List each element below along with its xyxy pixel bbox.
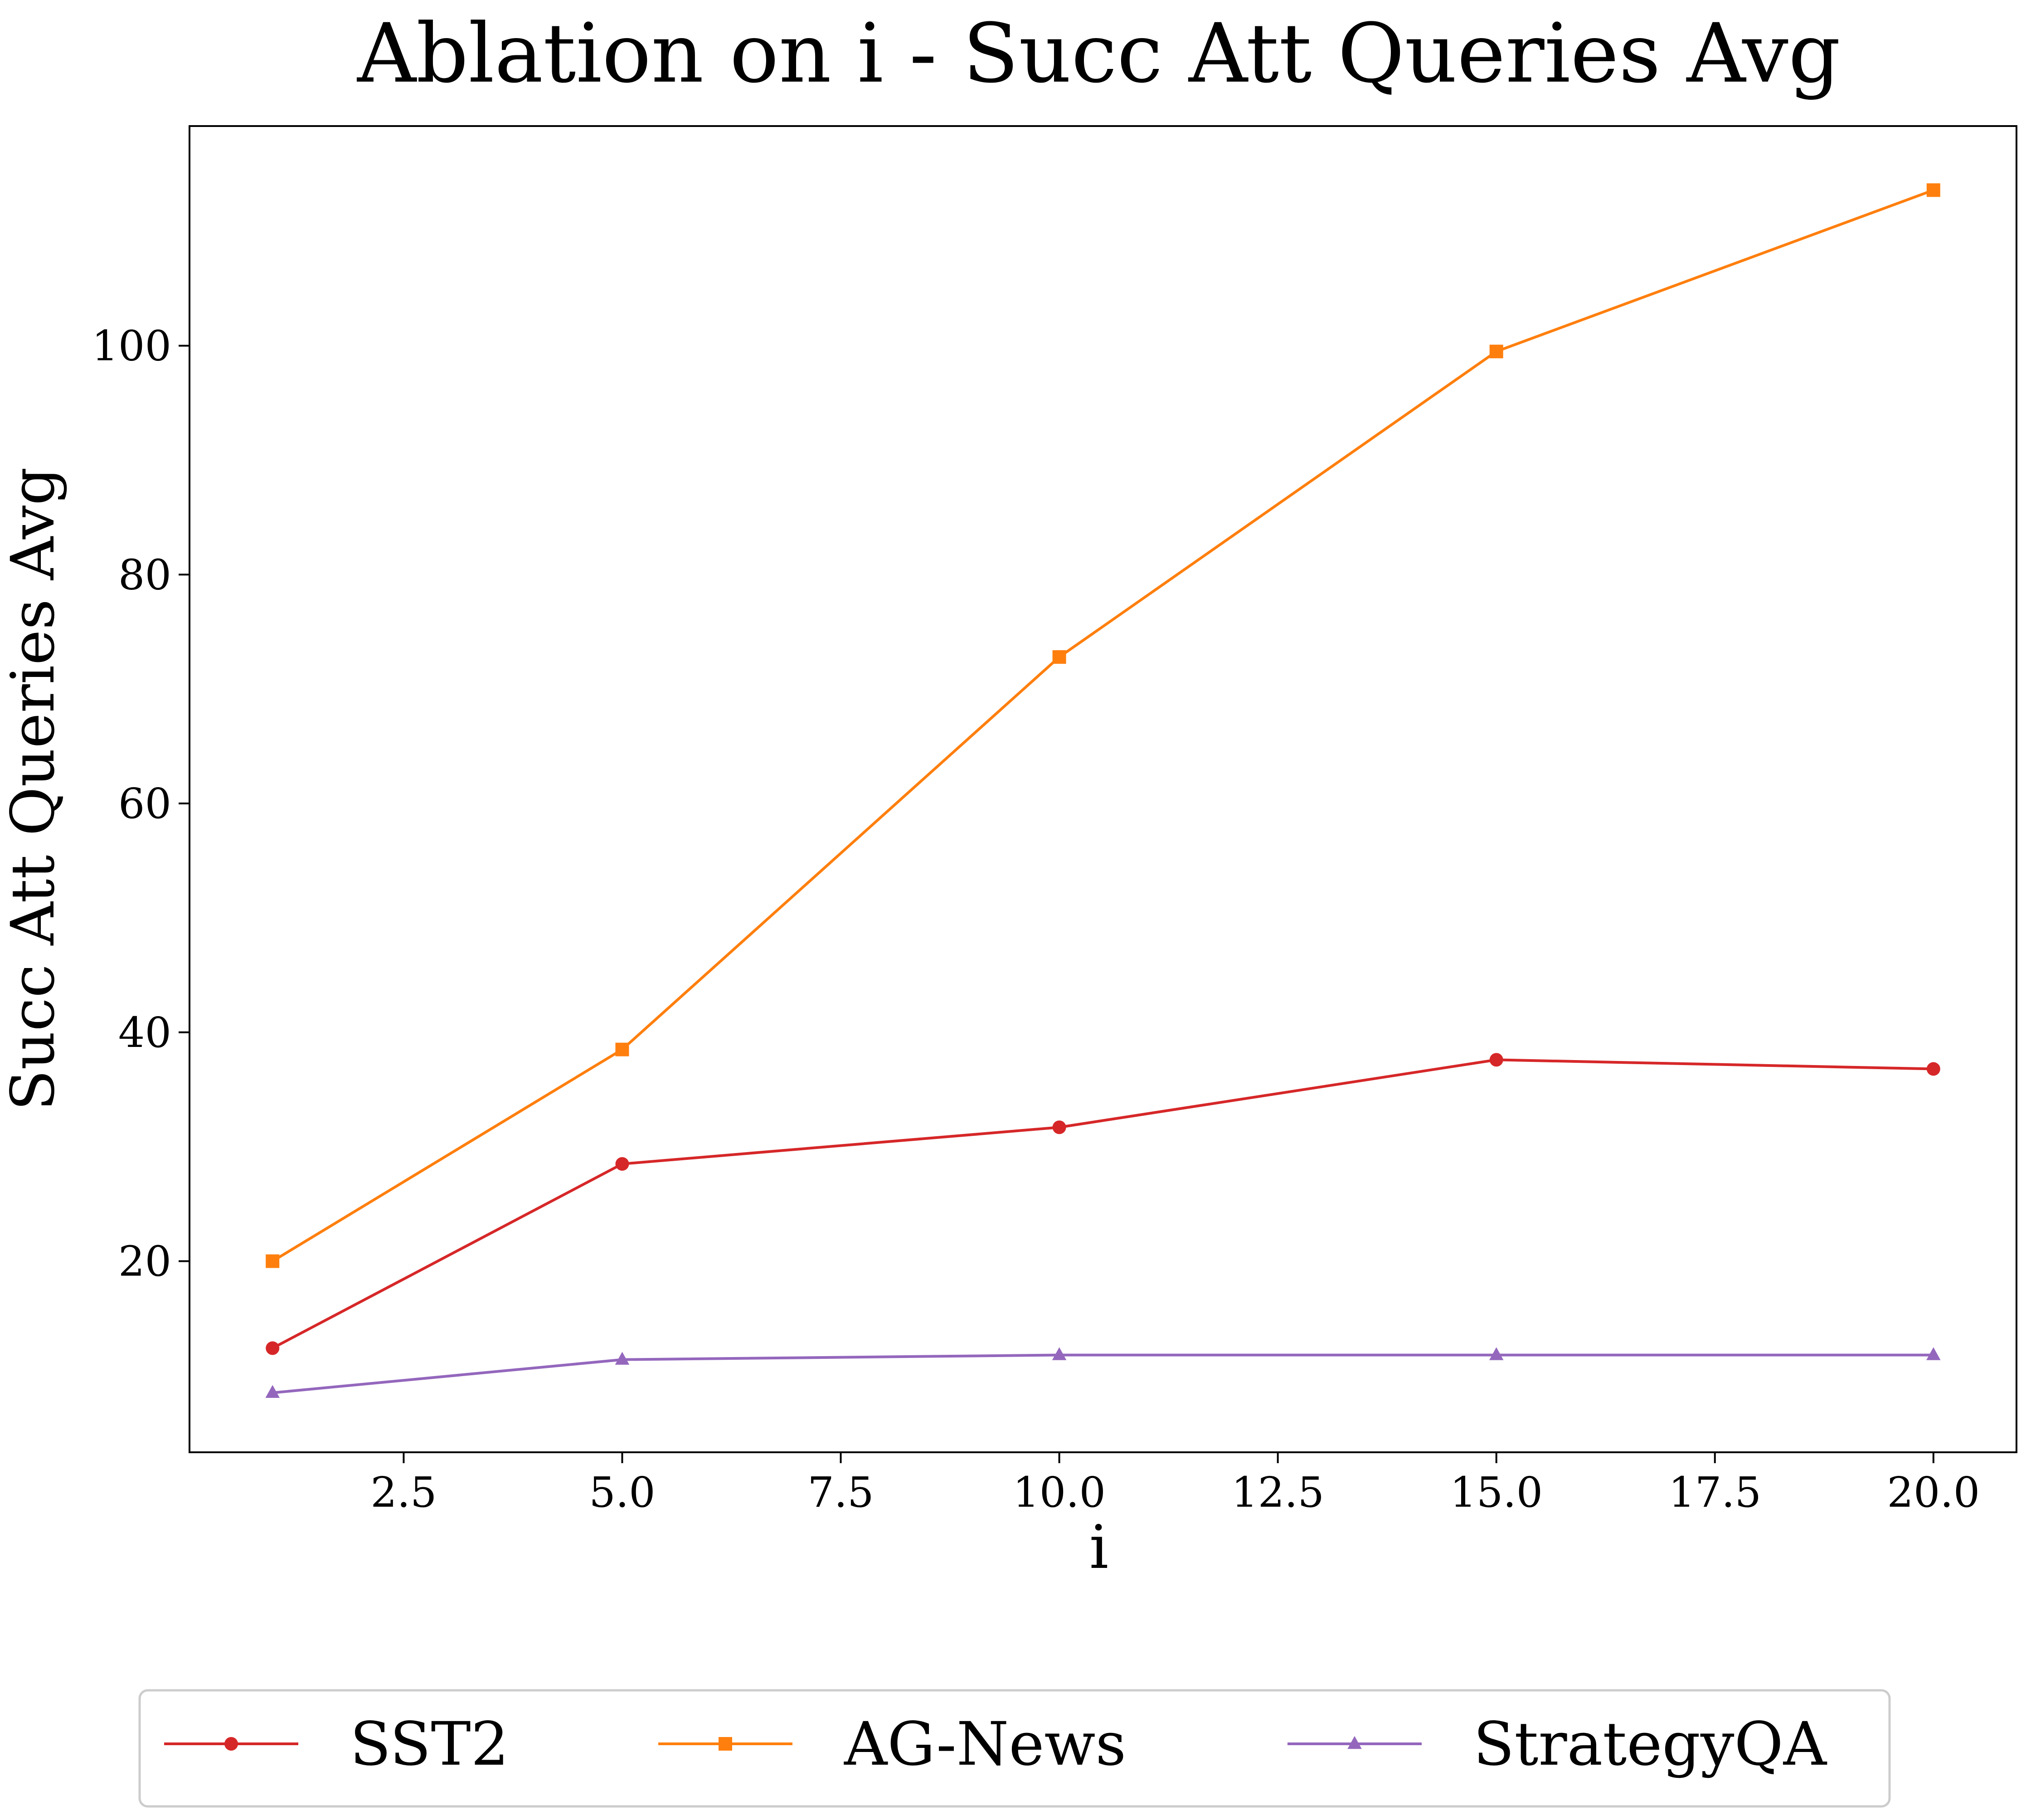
x-tick-label: 10.0 — [1013, 1468, 1106, 1517]
data-point-ag-news — [615, 1042, 629, 1056]
y-axis-ticks: 20 40 60 80 100 — [92, 322, 189, 1286]
data-point-ag-news — [1489, 345, 1503, 359]
series-line-sst2 — [272, 1058, 1934, 1349]
x-tick-label: 2.5 — [370, 1468, 437, 1517]
plot-area-frame — [189, 125, 2017, 1453]
y-tick-label: 20 — [118, 1237, 171, 1286]
x-tick-label: 5.0 — [589, 1468, 655, 1517]
data-point-strategyqa — [1926, 1347, 1941, 1360]
x-tick-label: 15.0 — [1450, 1468, 1543, 1517]
data-point-strategyqa — [265, 1385, 280, 1398]
legend-marker-ag-news — [719, 1737, 732, 1751]
legend-label-strategyqa: StrategyQA — [1473, 1709, 1827, 1779]
series-line-ag-news — [272, 189, 1934, 1263]
data-point-strategyqa — [1052, 1347, 1067, 1360]
series-sst2 — [266, 1053, 1940, 1355]
data-point-ag-news — [266, 1254, 280, 1268]
data-point-strategyqa — [1489, 1347, 1504, 1360]
legend: SST2 AG-News StrategyQA — [138, 1689, 1891, 1808]
data-point-sst2 — [266, 1341, 280, 1355]
x-axis-label: i — [1089, 1513, 1108, 1582]
data-point-ag-news — [1926, 183, 1940, 197]
y-tick-label: 100 — [92, 322, 171, 370]
legend-frame — [138, 1689, 1891, 1808]
y-axis-label: Succ Att Queries Avg — [0, 467, 68, 1111]
series-layer — [265, 183, 1941, 1398]
data-point-sst2 — [1926, 1062, 1940, 1076]
series-line-strategyqa — [272, 1353, 1934, 1394]
data-point-sst2 — [1489, 1053, 1503, 1067]
x-tick-label: 17.5 — [1668, 1468, 1761, 1517]
data-point-strategyqa — [615, 1352, 630, 1365]
legend-item-sst2: SST2 — [164, 1709, 509, 1779]
legend-label-ag-news: AG-News — [844, 1709, 1126, 1779]
legend-item-strategyqa: StrategyQA — [1288, 1709, 1827, 1779]
y-tick-label: 40 — [118, 1008, 171, 1057]
series-ag-news — [266, 183, 1940, 1268]
series-strategyqa — [265, 1347, 1941, 1398]
legend-label-sst2: SST2 — [350, 1709, 509, 1779]
chart-title: Ablation on i - Succ Att Queries Avg — [356, 6, 1841, 101]
y-tick-label: 60 — [118, 779, 171, 828]
legend-marker-sst2 — [224, 1737, 238, 1751]
y-tick-label: 80 — [118, 550, 171, 599]
x-tick-label: 7.5 — [807, 1468, 874, 1517]
x-tick-label: 12.5 — [1231, 1468, 1324, 1517]
data-point-sst2 — [1052, 1120, 1066, 1134]
x-axis-ticks: 2.5 5.0 7.5 10.0 12.5 15.0 17.5 20.0 — [370, 1452, 1980, 1517]
x-tick-label: 20.0 — [1887, 1468, 1980, 1517]
legend-marker-strategyqa — [1347, 1736, 1362, 1749]
data-point-ag-news — [1052, 650, 1066, 664]
legend-item-ag-news: AG-News — [658, 1709, 1126, 1779]
data-point-sst2 — [615, 1157, 629, 1171]
